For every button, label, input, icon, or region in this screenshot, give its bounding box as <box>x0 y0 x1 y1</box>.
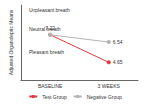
svg-text:Adjusted Organoleptic Means: Adjusted Organoleptic Means <box>8 9 14 75</box>
svg-text:3 WEEKS: 3 WEEKS <box>98 83 121 89</box>
svg-text:BASELINE: BASELINE <box>38 83 63 89</box>
svg-text:4.65: 4.65 <box>113 59 123 65</box>
svg-text:Pleasant breath: Pleasant breath <box>29 49 64 55</box>
svg-text:Test Group: Test Group <box>42 94 67 100</box>
svg-text:7.22: 7.22 <box>45 25 55 31</box>
svg-text:Neutral breath: Neutral breath <box>29 26 61 32</box>
svg-text:6.54: 6.54 <box>113 39 123 45</box>
svg-text:Unpleasant breath: Unpleasant breath <box>29 7 70 13</box>
svg-text:Negative Group: Negative Group <box>87 94 122 100</box>
